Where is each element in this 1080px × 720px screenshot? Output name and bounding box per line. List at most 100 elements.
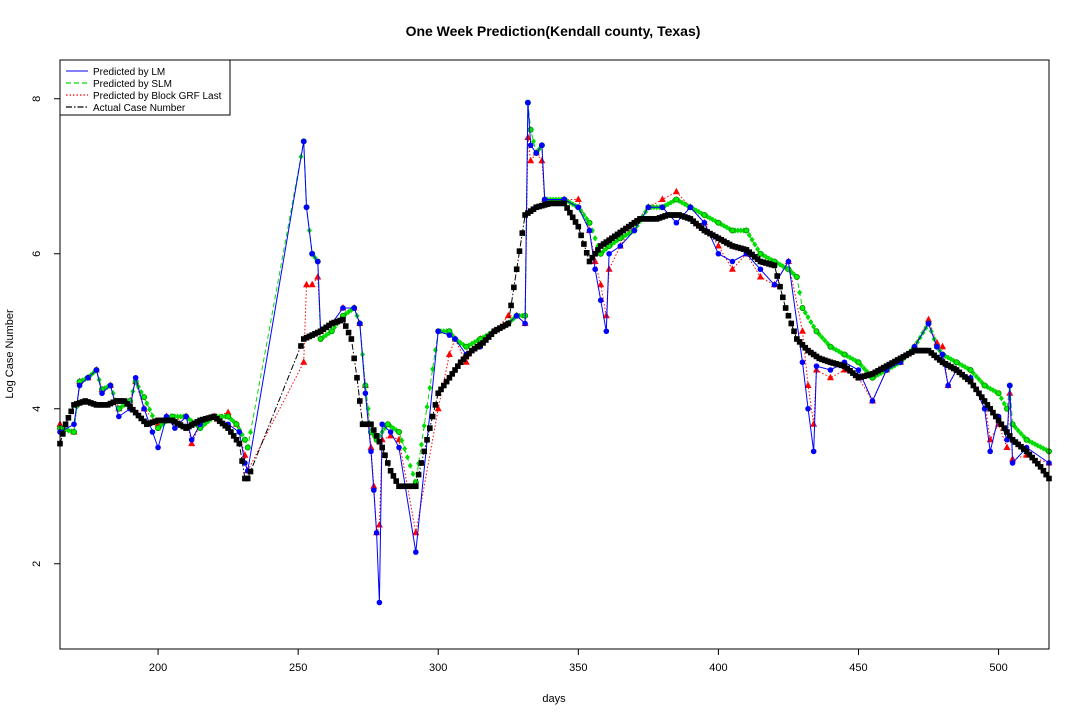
actual-point	[491, 328, 498, 335]
actual-point	[1026, 451, 1033, 458]
actual-point	[197, 417, 203, 424]
actual-point	[620, 227, 626, 234]
slm-point	[998, 395, 1004, 402]
actual-point	[230, 433, 237, 439]
actual-point	[71, 402, 77, 408]
lm-point	[525, 99, 531, 106]
actual-point	[575, 223, 582, 230]
actual-point	[925, 347, 932, 354]
grf-point	[303, 280, 311, 288]
actual-point	[368, 421, 374, 428]
actual-point	[68, 408, 75, 415]
actual-point	[791, 328, 797, 335]
actual-point	[715, 235, 722, 242]
y-tick-label: 2	[31, 561, 43, 567]
actual-point	[211, 413, 217, 420]
actual-point	[102, 402, 108, 408]
lm-point	[172, 425, 178, 431]
actual-point	[805, 347, 811, 354]
lm-point	[575, 204, 582, 211]
grf-point	[933, 338, 941, 346]
actual-point	[530, 206, 537, 212]
actual-point	[228, 429, 234, 435]
actual-point	[956, 369, 963, 376]
actual-point	[399, 483, 405, 490]
actual-point	[1015, 441, 1021, 448]
actual-point	[138, 415, 145, 422]
actual-point	[337, 317, 343, 324]
actual-point	[480, 340, 486, 346]
actual-point	[306, 333, 313, 340]
actual-point	[463, 353, 470, 360]
actual-point	[390, 473, 397, 479]
actual-point	[141, 418, 147, 425]
actual-point	[449, 371, 456, 377]
grf-point	[826, 373, 834, 381]
slm-point	[743, 227, 750, 234]
actual-point	[676, 212, 682, 218]
lm-point	[370, 487, 377, 493]
grf-point	[658, 195, 666, 202]
lm-point	[603, 328, 610, 335]
lm-point	[85, 374, 91, 381]
actual-point	[962, 374, 968, 380]
slm-point	[396, 428, 403, 435]
actual-point	[651, 216, 657, 222]
lm-point	[107, 382, 114, 389]
actual-point	[351, 355, 357, 362]
lm-point	[76, 382, 83, 389]
plot-frame	[59, 59, 1050, 650]
actual-point	[446, 374, 453, 381]
grf-point	[672, 187, 680, 195]
actual-point	[415, 471, 422, 478]
slm-point	[811, 323, 817, 330]
lm-point	[309, 250, 315, 257]
actual-point	[485, 334, 492, 340]
actual-point	[922, 347, 929, 354]
grf-point	[714, 242, 722, 249]
actual-point	[511, 284, 517, 291]
lm-point	[617, 243, 624, 249]
actual-point	[483, 337, 489, 343]
lm-point	[631, 227, 638, 234]
actual-point	[948, 364, 954, 370]
lm-point	[300, 138, 307, 145]
actual-point	[864, 372, 870, 379]
actual-point	[964, 376, 971, 383]
actual-point	[469, 347, 475, 354]
slm-point	[808, 318, 814, 325]
actual-point	[679, 213, 685, 219]
x-tick-label: 450	[849, 662, 867, 674]
y-tick-label: 6	[31, 251, 43, 257]
actual-point	[995, 417, 1002, 424]
grf-point	[591, 257, 599, 264]
actual-point	[441, 382, 447, 389]
actual-point	[836, 361, 842, 368]
actual-point	[331, 319, 338, 326]
grf-point	[602, 311, 610, 319]
actual-point	[987, 405, 993, 412]
actual-point	[852, 372, 859, 379]
actual-point	[934, 354, 940, 361]
actual-point	[93, 402, 100, 408]
actual-point	[1037, 464, 1044, 470]
slm-point	[995, 390, 1002, 397]
actual-point	[914, 347, 921, 354]
lm-point	[987, 448, 993, 455]
actual-point	[110, 399, 117, 406]
lm-point	[934, 343, 940, 350]
actual-point	[953, 367, 960, 373]
actual-point	[822, 357, 828, 364]
lm-point	[945, 382, 951, 389]
actual-point	[581, 241, 587, 247]
actual-point	[886, 361, 893, 368]
slm-point	[752, 241, 758, 248]
actual-point	[85, 399, 91, 405]
lm-point	[586, 227, 593, 234]
lm-point	[376, 599, 383, 606]
slm-point	[1015, 427, 1021, 434]
actual-point	[665, 212, 671, 218]
actual-point	[760, 259, 767, 266]
actual-point	[984, 402, 991, 408]
actual-point	[396, 483, 402, 490]
